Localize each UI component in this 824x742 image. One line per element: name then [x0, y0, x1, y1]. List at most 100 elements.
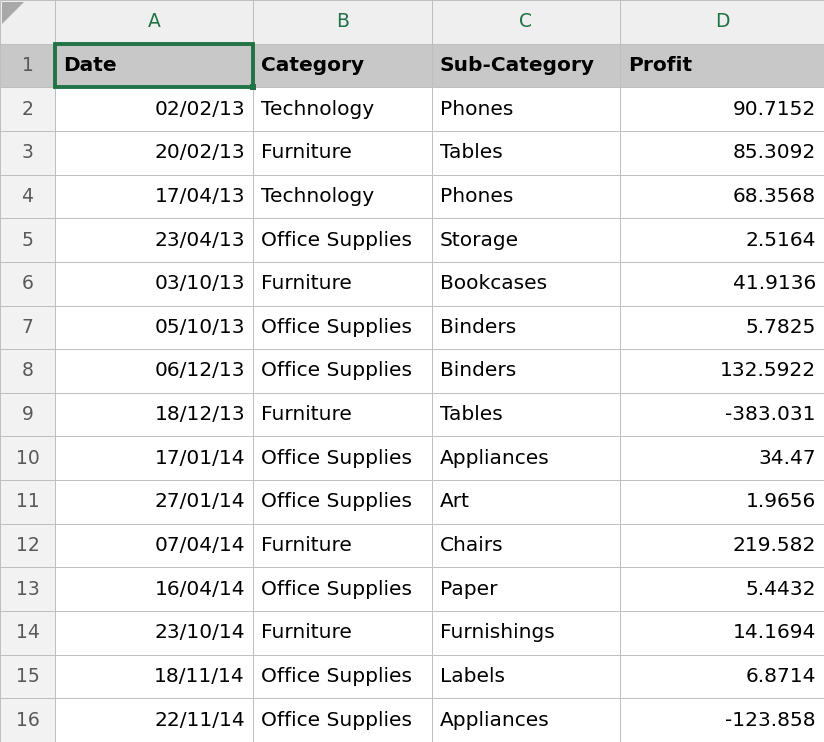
Bar — [432, 262, 620, 306]
Text: 6.8714: 6.8714 — [746, 667, 816, 686]
Bar — [55, 0, 253, 44]
Text: Office Supplies: Office Supplies — [261, 449, 412, 467]
Bar — [0, 393, 55, 436]
Text: Office Supplies: Office Supplies — [261, 318, 412, 337]
Text: 9: 9 — [21, 405, 34, 424]
Text: 05/10/13: 05/10/13 — [154, 318, 245, 337]
Bar — [253, 524, 432, 568]
Bar — [253, 44, 432, 88]
Text: Furniture: Furniture — [261, 143, 352, 162]
Text: 85.3092: 85.3092 — [733, 143, 816, 162]
Text: Office Supplies: Office Supplies — [261, 361, 412, 381]
Text: Sub-Category: Sub-Category — [440, 56, 595, 75]
Text: 14.1694: 14.1694 — [733, 623, 816, 643]
Bar — [0, 262, 55, 306]
Bar — [253, 218, 432, 262]
Bar — [0, 480, 55, 524]
Bar — [253, 0, 432, 44]
Text: 1: 1 — [21, 56, 34, 75]
Bar — [432, 131, 620, 174]
Bar — [55, 568, 253, 611]
Text: 2: 2 — [21, 99, 34, 119]
Bar — [55, 174, 253, 218]
Bar — [0, 131, 55, 174]
Bar — [0, 0, 55, 44]
Text: Office Supplies: Office Supplies — [261, 580, 412, 599]
Text: Labels: Labels — [440, 667, 505, 686]
Text: Furniture: Furniture — [261, 275, 352, 293]
Bar — [253, 306, 432, 349]
Text: 68.3568: 68.3568 — [733, 187, 816, 206]
Text: Furniture: Furniture — [261, 623, 352, 643]
Bar — [620, 524, 824, 568]
Text: 4: 4 — [21, 187, 34, 206]
Bar — [432, 568, 620, 611]
Bar — [253, 393, 432, 436]
Text: 10: 10 — [16, 449, 40, 467]
Bar — [253, 654, 432, 698]
Bar — [620, 174, 824, 218]
Text: 16: 16 — [16, 711, 40, 729]
Bar — [250, 85, 256, 91]
Bar — [432, 698, 620, 742]
Bar — [55, 480, 253, 524]
Text: C: C — [519, 13, 532, 31]
Bar — [55, 306, 253, 349]
Text: 18/12/13: 18/12/13 — [154, 405, 245, 424]
Bar — [620, 88, 824, 131]
Bar — [55, 218, 253, 262]
Bar — [620, 436, 824, 480]
Text: 219.582: 219.582 — [733, 536, 816, 555]
Bar — [432, 611, 620, 654]
Bar — [432, 44, 620, 88]
Text: 03/10/13: 03/10/13 — [154, 275, 245, 293]
Bar — [55, 349, 253, 393]
Text: Storage: Storage — [440, 231, 519, 249]
Text: 1.9656: 1.9656 — [746, 493, 816, 511]
Bar — [0, 88, 55, 131]
Text: 17/01/14: 17/01/14 — [154, 449, 245, 467]
Text: 3: 3 — [21, 143, 34, 162]
Text: 41.9136: 41.9136 — [733, 275, 816, 293]
Bar — [620, 480, 824, 524]
Text: Phones: Phones — [440, 99, 513, 119]
Bar — [0, 218, 55, 262]
Bar — [620, 218, 824, 262]
Bar — [0, 654, 55, 698]
Text: -123.858: -123.858 — [725, 711, 816, 729]
Text: Office Supplies: Office Supplies — [261, 493, 412, 511]
Bar — [253, 611, 432, 654]
Text: 23/04/13: 23/04/13 — [154, 231, 245, 249]
Bar — [55, 611, 253, 654]
Text: D: D — [714, 13, 729, 31]
Text: Binders: Binders — [440, 318, 517, 337]
Bar — [55, 44, 253, 88]
Bar — [0, 568, 55, 611]
Bar — [55, 393, 253, 436]
Bar — [432, 306, 620, 349]
Text: Tables: Tables — [440, 143, 503, 162]
Text: Date: Date — [63, 56, 117, 75]
Text: 07/04/14: 07/04/14 — [154, 536, 245, 555]
Text: Bookcases: Bookcases — [440, 275, 547, 293]
Text: 16/04/14: 16/04/14 — [154, 580, 245, 599]
Text: 5.7825: 5.7825 — [746, 318, 816, 337]
Text: Tables: Tables — [440, 405, 503, 424]
Text: 02/02/13: 02/02/13 — [154, 99, 245, 119]
Bar — [620, 44, 824, 88]
Bar — [55, 436, 253, 480]
Text: Paper: Paper — [440, 580, 498, 599]
Bar — [55, 44, 253, 88]
Text: Profit: Profit — [628, 56, 692, 75]
Bar — [55, 88, 253, 131]
Bar — [0, 524, 55, 568]
Bar — [432, 480, 620, 524]
Bar — [620, 654, 824, 698]
Text: 15: 15 — [16, 667, 40, 686]
Bar — [253, 698, 432, 742]
Bar — [432, 349, 620, 393]
Bar — [0, 349, 55, 393]
Text: Appliances: Appliances — [440, 711, 550, 729]
Text: 20/02/13: 20/02/13 — [154, 143, 245, 162]
Bar — [55, 131, 253, 174]
